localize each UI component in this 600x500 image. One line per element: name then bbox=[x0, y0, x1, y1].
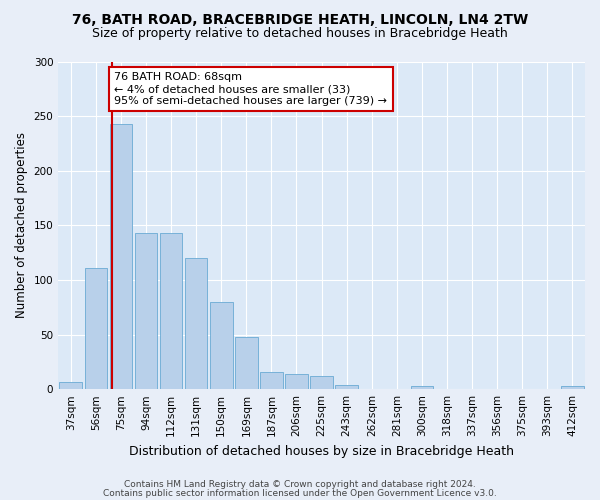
Bar bbox=[85, 268, 107, 389]
Bar bbox=[310, 376, 333, 389]
Bar bbox=[285, 374, 308, 389]
Text: 76 BATH ROAD: 68sqm
← 4% of detached houses are smaller (33)
95% of semi-detache: 76 BATH ROAD: 68sqm ← 4% of detached hou… bbox=[114, 72, 387, 106]
Y-axis label: Number of detached properties: Number of detached properties bbox=[15, 132, 28, 318]
Bar bbox=[134, 233, 157, 389]
X-axis label: Distribution of detached houses by size in Bracebridge Heath: Distribution of detached houses by size … bbox=[129, 444, 514, 458]
Text: Size of property relative to detached houses in Bracebridge Heath: Size of property relative to detached ho… bbox=[92, 28, 508, 40]
Bar bbox=[59, 382, 82, 389]
Text: Contains public sector information licensed under the Open Government Licence v3: Contains public sector information licen… bbox=[103, 488, 497, 498]
Bar bbox=[235, 337, 257, 389]
Bar bbox=[210, 302, 233, 389]
Bar bbox=[260, 372, 283, 389]
Text: 76, BATH ROAD, BRACEBRIDGE HEATH, LINCOLN, LN4 2TW: 76, BATH ROAD, BRACEBRIDGE HEATH, LINCOL… bbox=[72, 12, 528, 26]
Bar bbox=[160, 233, 182, 389]
Bar bbox=[335, 385, 358, 389]
Text: Contains HM Land Registry data © Crown copyright and database right 2024.: Contains HM Land Registry data © Crown c… bbox=[124, 480, 476, 489]
Bar bbox=[561, 386, 584, 389]
Bar bbox=[410, 386, 433, 389]
Bar bbox=[110, 124, 132, 389]
Bar bbox=[185, 258, 208, 389]
